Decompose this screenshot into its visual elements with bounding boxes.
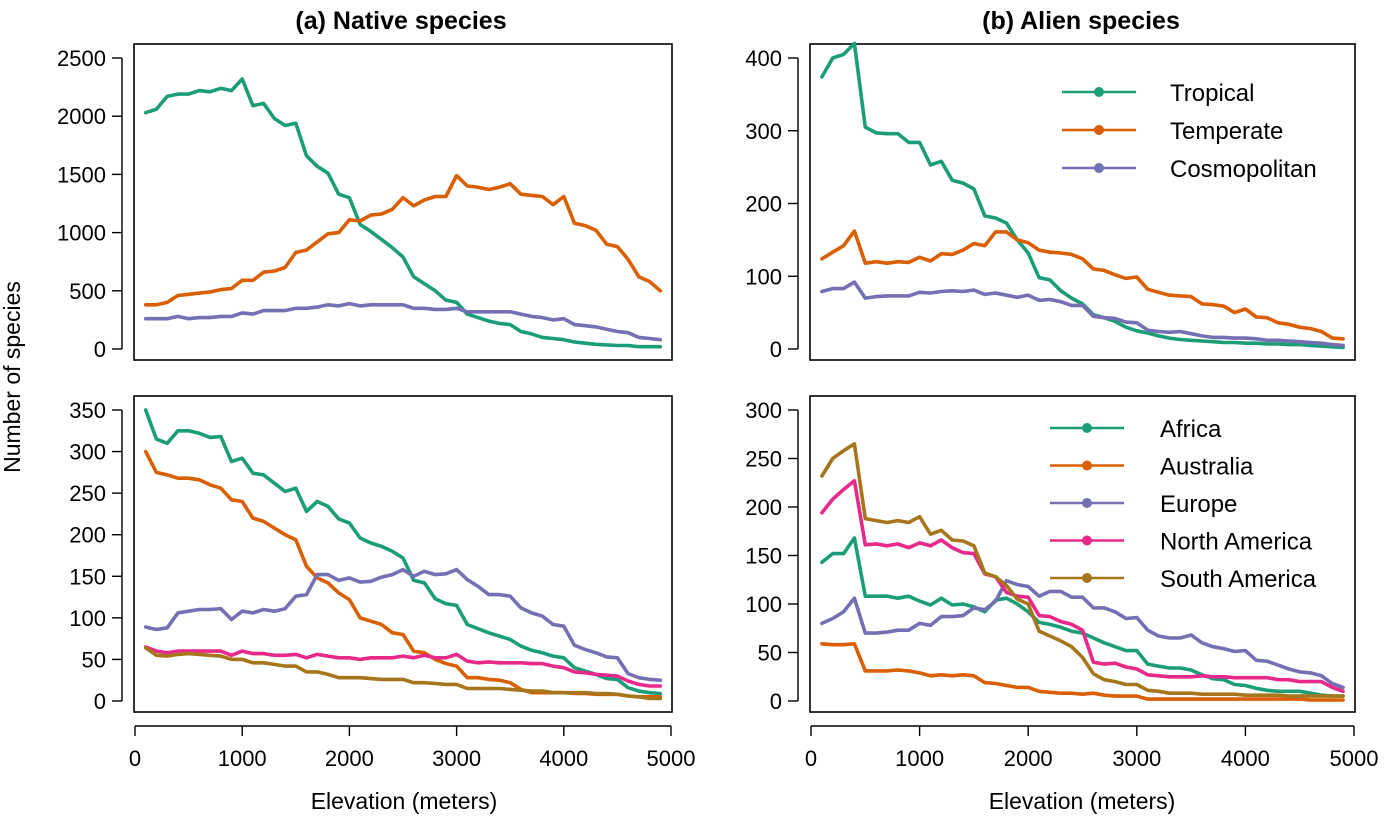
panel-alien-top: 0 100 200 300 400 Tropical Temperate Cosmopolit… — [745, 41, 1356, 362]
alien-bottom-series-north-america — [820, 478, 1345, 694]
native-top-series-cosmopolitan — [143, 301, 663, 342]
native-bottom-x-tick-label: 5000 — [647, 746, 696, 771]
native-bottom-y-tick-label: 150 — [69, 564, 106, 589]
native-top-frame — [133, 43, 673, 361]
alien-top-series-cosmopolitan — [820, 280, 1345, 348]
alien-top-legend-label-cosmopolitan: Cosmopolitan — [1170, 156, 1317, 183]
alien-top-y-tick-label: 0 — [770, 337, 782, 362]
alien-bottom-series-africa — [820, 536, 1345, 698]
native-bottom-series-africa — [143, 408, 663, 696]
native-bottom-frame — [133, 395, 673, 713]
alien-bottom-series-europe — [820, 578, 1345, 690]
alien-top-series-tropical — [820, 41, 1345, 350]
alien-bottom-x-tick-label: 5000 — [1330, 746, 1379, 771]
alien-bottom-legend-marker-north-america — [1082, 535, 1092, 546]
alien-bottom-y-tick-label: 50 — [758, 641, 782, 666]
alien-top-legend-marker-temperate — [1094, 125, 1104, 135]
alien-bottom-legend-label-south-america: South America — [1160, 566, 1317, 593]
native-top-y-tick-label: 2000 — [57, 104, 106, 129]
native-top-y-tick-label: 2500 — [57, 46, 106, 71]
native-bottom-y-tick-label: 300 — [69, 440, 106, 465]
alien-bottom-legend-label-north-america: North America — [1160, 529, 1313, 556]
alien-top-legend-marker-cosmopolitan — [1094, 163, 1104, 173]
alien-bottom-legend-marker-europe — [1082, 498, 1092, 508]
native-bottom-y-tick-label: 0 — [94, 689, 106, 714]
native-bottom-series-north-america — [143, 645, 663, 688]
alien-bottom-y-tick-label: 100 — [745, 592, 782, 617]
alien-bottom-y-tick-label: 300 — [745, 398, 782, 423]
title-native: (a) Native species — [295, 7, 506, 35]
alien-bottom-y-tick-label: 250 — [745, 447, 782, 472]
alien-bottom-x-tick-label: 3000 — [1112, 746, 1161, 771]
alien-top-y-tick-label: 400 — [745, 46, 782, 71]
native-bottom-x-tick-label: 3000 — [432, 746, 481, 771]
alien-bottom-legend-label-europe: Europe — [1160, 491, 1237, 518]
alien-bottom-legend-label-australia: Australia — [1160, 454, 1254, 481]
alien-bottom-series-south-america — [820, 442, 1345, 698]
alien-bottom-y-tick-label: 200 — [745, 495, 782, 520]
alien-bottom-legend-marker-south-america — [1082, 573, 1092, 583]
y-axis-title: Number of species — [0, 281, 25, 473]
native-bottom-series-europe — [143, 567, 663, 683]
alien-top-y-tick-label: 100 — [745, 264, 782, 289]
native-bottom-y-tick-label: 50 — [82, 647, 106, 672]
alien-bottom-series-australia — [820, 641, 1345, 702]
alien-bottom-legend: Africa Australia Europe North America South … — [1050, 416, 1317, 593]
alien-top-legend: Tropical Temperate Cosmopolitan — [1062, 80, 1317, 183]
native-top-y-tick-label: 500 — [69, 279, 106, 304]
alien-top-legend-label-tropical: Tropical — [1170, 80, 1254, 107]
native-bottom-y-tick-label: 350 — [69, 398, 106, 423]
native-bottom-series-australia — [143, 449, 663, 699]
native-bottom-series-south-america — [143, 645, 663, 701]
native-top-y-tick-label: 0 — [94, 337, 106, 362]
native-bottom-x-tick-label: 2000 — [325, 746, 374, 771]
alien-top-legend-marker-tropical — [1094, 87, 1104, 97]
native-bottom-y-tick-label: 200 — [69, 523, 106, 548]
native-top-series-temperate — [143, 173, 663, 307]
native-top-y-tick-label: 1500 — [57, 162, 106, 187]
native-bottom-x-tick-label: 4000 — [539, 746, 588, 771]
alien-bottom-legend-label-africa: Africa — [1160, 416, 1222, 443]
alien-bottom-x-tick-label: 1000 — [895, 746, 944, 771]
alien-top-frame — [809, 43, 1356, 361]
alien-top-y-tick-label: 200 — [745, 192, 782, 217]
alien-top-series-temperate — [820, 229, 1345, 341]
title-alien: (b) Alien species — [982, 7, 1180, 35]
native-bottom-y-tick-label: 250 — [69, 481, 106, 506]
alien-bottom-y-tick-label: 150 — [745, 544, 782, 569]
alien-top-legend-label-temperate: Temperate — [1170, 118, 1283, 145]
native-bottom-y-tick-label: 100 — [69, 606, 106, 631]
x-axis-title-alien: Elevation (meters) — [989, 788, 1176, 814]
alien-bottom-legend-marker-australia — [1082, 460, 1092, 471]
native-bottom-x-tick-label: 1000 — [218, 746, 267, 771]
alien-top-y-tick-label: 300 — [745, 119, 782, 144]
alien-bottom-legend-marker-africa — [1082, 423, 1092, 433]
panel-native-bottom: 0 50 100 150 200 250 300 350 0 1000 2000 3000 4000 50… — [69, 395, 696, 771]
native-bottom-x-tick-label: 0 — [129, 746, 141, 771]
native-top-series-tropical — [143, 77, 663, 349]
alien-bottom-frame — [809, 395, 1356, 713]
alien-bottom-x-tick-label: 0 — [805, 746, 817, 771]
alien-bottom-y-tick-label: 0 — [770, 689, 782, 714]
alien-bottom-x-tick-label: 2000 — [1004, 746, 1053, 771]
alien-bottom-x-tick-label: 4000 — [1221, 746, 1270, 771]
panel-native-top: 0 500 1000 1500 2000 2500 — [57, 43, 673, 362]
native-top-y-tick-label: 1000 — [57, 221, 106, 246]
x-axis-title-native: Elevation (meters) — [311, 788, 498, 814]
